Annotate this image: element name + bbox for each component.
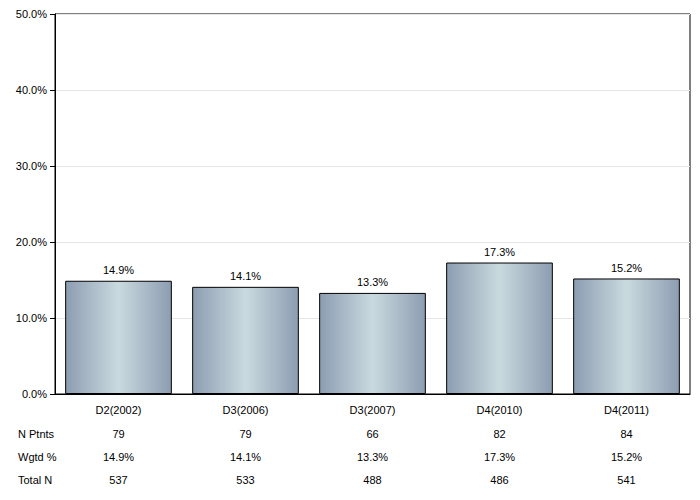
svg-text:15.2%: 15.2% bbox=[611, 451, 642, 463]
svg-text:Total N: Total N bbox=[18, 474, 52, 486]
svg-text:D2(2002): D2(2002) bbox=[96, 404, 142, 416]
svg-text:66: 66 bbox=[366, 428, 378, 440]
svg-text:13.3%: 13.3% bbox=[357, 451, 388, 463]
svg-text:D3(2006): D3(2006) bbox=[223, 404, 269, 416]
svg-text:486: 486 bbox=[490, 474, 508, 486]
svg-text:84: 84 bbox=[620, 428, 632, 440]
svg-text:14.9%: 14.9% bbox=[103, 264, 134, 276]
svg-text:541: 541 bbox=[617, 474, 635, 486]
svg-text:488: 488 bbox=[363, 474, 381, 486]
svg-text:30.0%: 30.0% bbox=[16, 160, 47, 172]
svg-text:17.3%: 17.3% bbox=[484, 451, 515, 463]
svg-text:14.1%: 14.1% bbox=[230, 451, 261, 463]
svg-text:14.1%: 14.1% bbox=[230, 270, 261, 282]
svg-text:13.3%: 13.3% bbox=[357, 276, 388, 288]
svg-text:79: 79 bbox=[239, 428, 251, 440]
svg-text:10.0%: 10.0% bbox=[16, 312, 47, 324]
svg-text:15.2%: 15.2% bbox=[611, 262, 642, 274]
svg-text:50.0%: 50.0% bbox=[16, 8, 47, 20]
svg-text:0.0%: 0.0% bbox=[22, 388, 47, 400]
svg-text:D4(2010): D4(2010) bbox=[477, 404, 523, 416]
svg-text:533: 533 bbox=[236, 474, 254, 486]
svg-text:N Ptnts: N Ptnts bbox=[18, 428, 55, 440]
svg-text:79: 79 bbox=[112, 428, 124, 440]
svg-text:14.9%: 14.9% bbox=[103, 451, 134, 463]
svg-text:20.0%: 20.0% bbox=[16, 236, 47, 248]
svg-text:D3(2007): D3(2007) bbox=[350, 404, 396, 416]
svg-text:Wgtd %: Wgtd % bbox=[18, 451, 57, 463]
svg-text:40.0%: 40.0% bbox=[16, 84, 47, 96]
svg-text:537: 537 bbox=[109, 474, 127, 486]
svg-text:D4(2011): D4(2011) bbox=[604, 404, 649, 416]
svg-text:17.3%: 17.3% bbox=[484, 246, 515, 258]
svg-text:82: 82 bbox=[493, 428, 505, 440]
